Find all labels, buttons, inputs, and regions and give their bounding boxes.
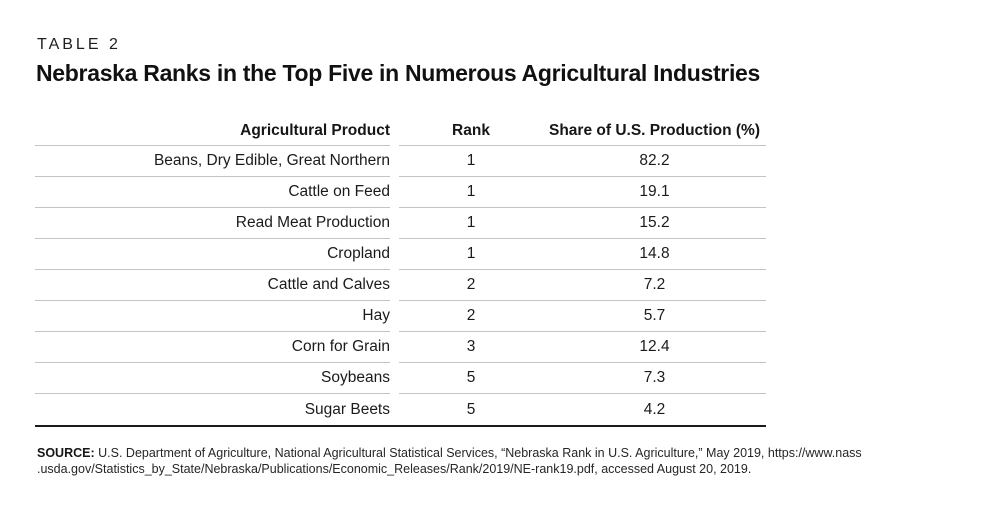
table-title: Nebraska Ranks in the Top Five in Numero… — [36, 60, 761, 86]
column-gap — [390, 239, 399, 270]
cell-product: Beans, Dry Edible, Great Northern — [35, 146, 390, 177]
column-gap — [390, 177, 399, 208]
column-gap — [390, 270, 399, 301]
cell-product: Cattle and Calves — [35, 270, 390, 301]
table-row: Read Meat Production 1 15.2 — [35, 208, 766, 239]
column-gap — [390, 116, 399, 146]
table-row: Cattle on Feed 1 19.1 — [35, 177, 766, 208]
cell-rank: 2 — [399, 301, 543, 332]
column-header-product: Agricultural Product — [35, 116, 390, 146]
table-row: Cattle and Calves 2 7.2 — [35, 270, 766, 301]
cell-product: Cattle on Feed — [35, 177, 390, 208]
cell-share: 7.3 — [543, 363, 766, 394]
agricultural-rank-table: Agricultural Product Rank Share of U.S. … — [35, 116, 766, 427]
cell-rank: 1 — [399, 146, 543, 177]
cell-product: Soybeans — [35, 363, 390, 394]
table-row: Soybeans 5 7.3 — [35, 363, 766, 394]
cell-rank: 1 — [399, 208, 543, 239]
cell-product: Cropland — [35, 239, 390, 270]
table-number-label: TABLE 2 — [37, 36, 121, 53]
column-gap — [390, 208, 399, 239]
cell-rank: 3 — [399, 332, 543, 363]
table-header-row: Agricultural Product Rank Share of U.S. … — [35, 116, 766, 146]
cell-product: Hay — [35, 301, 390, 332]
source-text-line2: .usda.gov/Statistics_by_State/Nebraska/P… — [37, 461, 752, 476]
cell-rank: 5 — [466, 400, 476, 418]
column-header-rank: Rank — [399, 116, 543, 146]
source-label: SOURCE: — [37, 446, 95, 460]
source-note: SOURCE: U.S. Department of Agriculture, … — [37, 446, 862, 477]
cell-share: 7.2 — [543, 270, 766, 301]
cell-share: 14.8 — [543, 239, 766, 270]
cell-product: Read Meat Production — [35, 208, 390, 239]
table-row: Corn for Grain 3 12.4 — [35, 332, 766, 363]
cell-share: 5.7 — [543, 301, 766, 332]
column-gap — [390, 146, 399, 177]
column-gap — [390, 394, 399, 425]
cell-share: 19.1 — [543, 177, 766, 208]
table-row: Sugar Beets 5 4.2 — [35, 394, 766, 425]
cell-product: Corn for Grain — [35, 332, 390, 363]
cell-rank: 5 — [399, 363, 543, 394]
column-gap — [390, 363, 399, 394]
cell-rank: 2 — [399, 270, 543, 301]
table-row: Cropland 1 14.8 — [35, 239, 766, 270]
cell-rank: 1 — [399, 239, 543, 270]
source-text-line1: U.S. Department of Agriculture, National… — [98, 446, 862, 460]
cell-product: Sugar Beets — [304, 400, 390, 418]
cell-share: 82.2 — [543, 146, 766, 177]
table-row: Beans, Dry Edible, Great Northern 1 82.2 — [35, 146, 766, 177]
cell-share: 15.2 — [543, 208, 766, 239]
cell-share: 4.2 — [643, 400, 666, 418]
column-gap — [390, 332, 399, 363]
column-gap — [390, 301, 399, 332]
cell-share: 12.4 — [543, 332, 766, 363]
cell-rank: 1 — [399, 177, 543, 208]
table-row: Hay 2 5.7 — [35, 301, 766, 332]
column-header-share: Share of U.S. Production (%) — [543, 116, 766, 146]
